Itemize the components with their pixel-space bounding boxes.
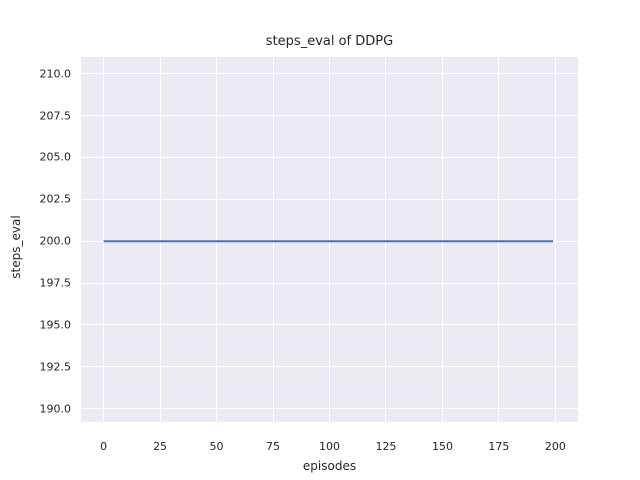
gridline bbox=[81, 198, 578, 200]
gridline bbox=[81, 408, 578, 410]
gridline bbox=[216, 57, 218, 422]
gridline bbox=[81, 324, 578, 326]
gridline bbox=[272, 57, 274, 422]
y-tick-label: 210.0 bbox=[39, 67, 72, 81]
gridline bbox=[81, 115, 578, 117]
chart-title: steps_eval of DDPG bbox=[265, 34, 394, 49]
gridline bbox=[103, 57, 105, 422]
gridline bbox=[81, 282, 578, 284]
gridline bbox=[81, 366, 578, 368]
y-tick-label: 197.5 bbox=[39, 276, 72, 290]
x-tick-label: 125 bbox=[375, 440, 397, 453]
y-tick-label: 192.5 bbox=[39, 360, 72, 374]
y-tick-label: 200.0 bbox=[39, 234, 72, 248]
y-tick-label: 195.0 bbox=[39, 318, 72, 332]
gridline bbox=[159, 57, 161, 422]
gridline bbox=[329, 57, 330, 422]
gridline bbox=[81, 156, 578, 158]
x-tick-label: 0 bbox=[100, 440, 108, 453]
x-tick-label: 200 bbox=[544, 440, 566, 453]
y-tick-label: 202.5 bbox=[39, 192, 72, 206]
series-layer bbox=[103, 240, 554, 243]
gridline bbox=[441, 57, 443, 422]
gridline bbox=[81, 73, 578, 75]
y-tick-label: 207.5 bbox=[39, 109, 72, 123]
x-axis-label: episodes bbox=[302, 459, 357, 473]
y-axis-ticks: 190.0 192.5 195.0 197.5 200.0 202.5 205.0 207.5… bbox=[0, 0, 72, 480]
gridline bbox=[385, 57, 387, 422]
x-tick-label: 50 bbox=[209, 440, 224, 453]
plot-area bbox=[81, 57, 578, 422]
y-tick-label: 205.0 bbox=[39, 150, 72, 164]
gridline bbox=[554, 57, 556, 422]
x-axis-ticks: 0 25 50 75 100 125 150 175 200 bbox=[0, 440, 640, 456]
x-tick-label: 175 bbox=[488, 440, 510, 453]
y-axis-label: steps_eval bbox=[9, 215, 23, 279]
x-tick-label: 100 bbox=[319, 440, 340, 453]
y-tick-label: 190.0 bbox=[39, 402, 72, 416]
x-tick-label: 25 bbox=[153, 440, 168, 453]
x-tick-label: 150 bbox=[431, 440, 453, 453]
gridline bbox=[498, 57, 500, 422]
x-tick-label: 75 bbox=[266, 440, 281, 453]
